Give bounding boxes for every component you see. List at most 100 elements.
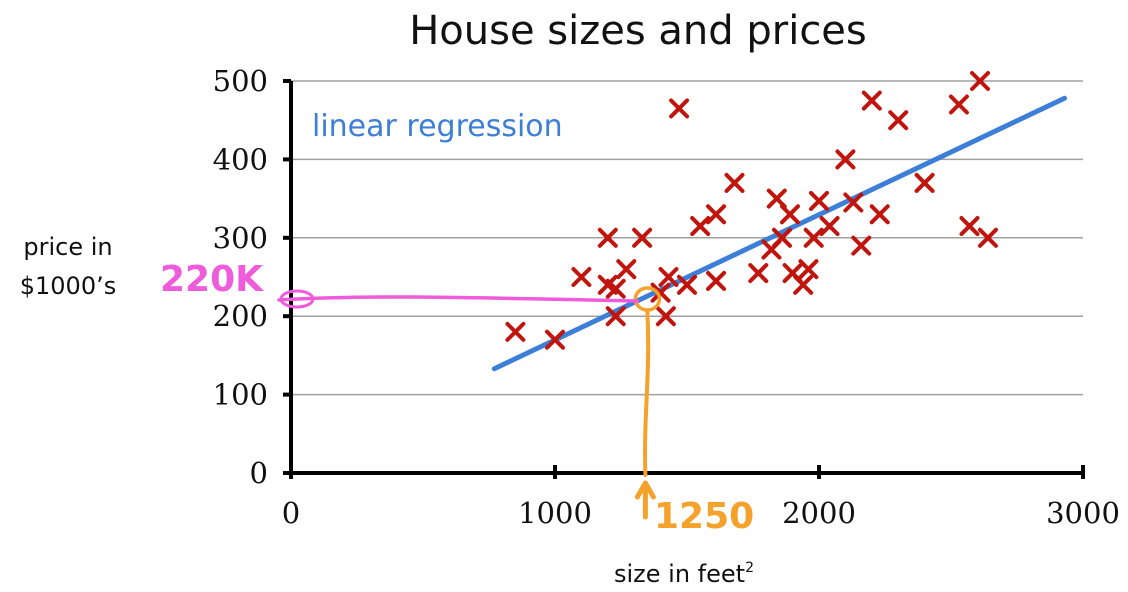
data-point-stroke [766,188,787,209]
data-point-stroke [677,274,697,295]
annotation-y-circle [279,289,315,309]
data-point-stroke [632,227,653,248]
x-tick-label-3000: 3000 [1046,496,1120,530]
data-point-stroke [798,259,819,280]
data-point [851,235,872,256]
data-point-stroke [597,227,618,248]
data-point [809,190,829,211]
data-point-stroke [658,267,679,287]
data-point [948,94,969,115]
data-point [803,227,824,248]
data-point-stroke [803,227,824,248]
data-point-stroke [571,267,592,287]
data-point-stroke [869,204,890,225]
data-point [779,204,800,225]
data-point-stroke [505,321,526,342]
data-point [819,216,840,237]
data-point-stroke [650,282,671,303]
data-point [748,263,769,284]
data-point-stroke [851,235,872,256]
data-point-stroke [861,90,882,111]
annotation-x-value: 1250 [654,496,754,537]
data-point-stroke [959,216,980,237]
data-point [706,270,727,291]
data-point [793,274,814,295]
annotation-vertical-line [643,308,651,477]
annotation-circle [633,286,662,312]
data-point [914,172,935,193]
data-point [772,227,793,248]
regression-label: linear regression [312,109,563,144]
data-point [597,227,618,248]
data-point [798,259,819,280]
data-point [690,216,711,237]
data-point-stroke [835,149,856,170]
data-point-stroke [888,110,909,131]
data-point-stroke [948,94,969,115]
data-point [505,321,526,342]
x-tick-label-1000: 1000 [518,496,592,530]
annotation-arrow [634,480,656,520]
data-point [658,267,679,287]
chart-title: House sizes and prices [409,8,867,54]
data-point-stroke [605,278,626,299]
data-point [843,192,864,213]
data-point [869,204,890,225]
data-point-stroke [616,259,637,280]
data-point [545,329,565,350]
data-point [632,227,653,248]
x-tick-label-2000: 2000 [782,496,856,530]
data-point-stroke [793,274,814,295]
data-point [766,188,787,209]
data-point [571,267,592,287]
y-axis-label-line-1: price in [23,233,112,261]
data-point [616,259,637,280]
y-tick-label-200: 200 [213,299,268,333]
data-point-stroke [772,227,793,248]
data-point-stroke [970,71,991,91]
data-point-stroke [782,263,803,284]
tick-labels: 0 100 200 300 400 500 0 1000 2000 3000 [213,64,1120,530]
data-points [505,71,998,350]
data-point-stroke [545,329,565,350]
data-point-stroke [914,172,935,193]
data-point [724,172,745,193]
data-point [669,98,690,119]
data-point-stroke [748,263,769,284]
data-point [650,282,671,303]
y-tick-label-400: 400 [213,142,268,176]
data-point-stroke [690,216,711,237]
data-point [861,90,882,111]
y-axis-label-line-2: $1000’s [20,272,116,300]
data-point-stroke [597,274,618,295]
data-point [888,110,909,131]
y-tick-label-500: 500 [213,64,268,98]
annotation-y-value: 220K [160,259,264,300]
data-point-stroke [977,227,998,248]
x-axis-label: size in feet2 [614,560,754,588]
data-point-stroke [706,270,727,291]
data-point [977,227,998,248]
data-point [835,149,856,170]
y-tick-label-300: 300 [213,221,268,255]
data-point [959,216,980,237]
data-point [677,274,697,295]
data-point-stroke [779,204,800,225]
y-tick-label-0: 0 [250,456,268,490]
axes [283,79,1085,479]
x-tick-label-0: 0 [282,496,300,530]
data-point [706,204,727,225]
data-point-stroke [706,204,727,225]
data-point-stroke [809,190,829,211]
data-point-stroke [669,98,690,119]
data-point [605,306,626,327]
data-point-stroke [819,216,840,237]
data-point-stroke [724,172,745,193]
grid-lines [291,80,1083,396]
data-point [605,278,626,299]
annotation-horizontal-line [277,295,640,303]
data-point [970,71,991,91]
data-point-stroke [605,306,626,327]
data-point [655,306,676,327]
